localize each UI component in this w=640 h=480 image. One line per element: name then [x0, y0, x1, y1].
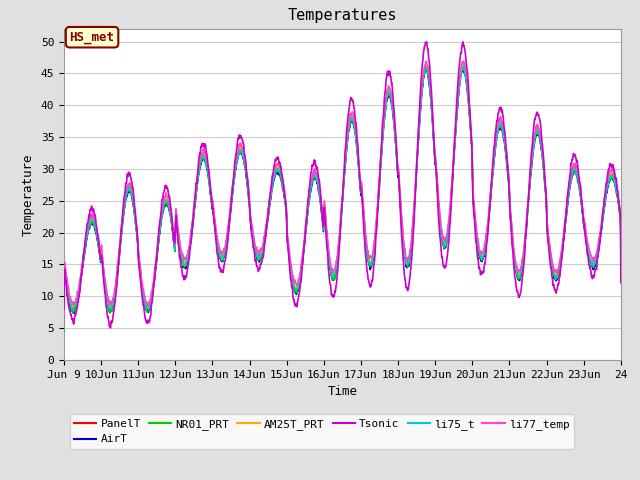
Line: li77_temp: li77_temp	[64, 61, 621, 326]
AM25T_PRT	[371, 240, 378, 246]
Tsonic	[617, 280, 625, 286]
Line: NR01_PRT: NR01_PRT	[64, 68, 621, 331]
Line: PanelT: PanelT	[64, 66, 621, 329]
AirT	[371, 245, 378, 251]
AM25T_PRT	[504, 173, 512, 179]
Tsonic	[359, 205, 367, 211]
NR01_PRT	[504, 178, 512, 183]
Tsonic	[107, 325, 115, 331]
li77_temp	[371, 237, 378, 243]
Tsonic	[584, 252, 591, 258]
li75_t	[216, 249, 223, 255]
NR01_PRT	[617, 240, 625, 246]
PanelT	[617, 239, 625, 245]
AirT	[358, 198, 366, 204]
Line: AM25T_PRT: AM25T_PRT	[64, 62, 621, 329]
Title: Temperatures: Temperatures	[287, 9, 397, 24]
Line: li75_t: li75_t	[64, 66, 621, 329]
PanelT	[358, 194, 366, 200]
AM25T_PRT	[216, 247, 223, 252]
AirT	[422, 66, 430, 72]
AirT	[216, 254, 223, 260]
PanelT	[584, 242, 591, 248]
li75_t	[568, 171, 575, 177]
PanelT	[568, 171, 575, 177]
Legend: PanelT, AirT, NR01_PRT, AM25T_PRT, Tsonic, li75_t, li77_temp: PanelT, AirT, NR01_PRT, AM25T_PRT, Tsoni…	[70, 414, 574, 449]
Tsonic	[568, 157, 576, 163]
PanelT	[60, 326, 68, 332]
AirT	[584, 246, 591, 252]
li75_t	[617, 239, 625, 245]
NR01_PRT	[358, 196, 366, 202]
X-axis label: Time: Time	[328, 385, 357, 398]
Tsonic	[371, 254, 379, 260]
NR01_PRT	[584, 245, 591, 251]
Y-axis label: Temperature: Temperature	[22, 153, 35, 236]
li77_temp	[584, 237, 591, 242]
NR01_PRT	[568, 174, 575, 180]
Tsonic	[505, 176, 513, 182]
AM25T_PRT	[617, 238, 625, 244]
AM25T_PRT	[568, 168, 575, 174]
li77_temp	[358, 192, 366, 198]
li77_temp	[568, 167, 575, 173]
Tsonic	[216, 265, 223, 271]
AM25T_PRT	[358, 191, 366, 196]
NR01_PRT	[459, 65, 467, 71]
Text: HS_met: HS_met	[70, 31, 115, 44]
li75_t	[421, 63, 429, 69]
NR01_PRT	[371, 243, 378, 249]
AM25T_PRT	[460, 60, 467, 65]
AirT	[60, 327, 68, 333]
NR01_PRT	[60, 328, 68, 334]
Line: Tsonic: Tsonic	[64, 42, 621, 328]
li75_t	[504, 175, 512, 180]
AirT	[504, 177, 512, 182]
NR01_PRT	[216, 252, 223, 258]
li77_temp	[60, 324, 68, 329]
AM25T_PRT	[584, 242, 591, 248]
AirT	[568, 175, 575, 180]
Line: AirT: AirT	[64, 69, 621, 330]
li77_temp	[504, 168, 512, 174]
Tsonic	[60, 306, 68, 312]
li75_t	[371, 241, 378, 247]
li77_temp	[617, 232, 625, 238]
AirT	[617, 241, 625, 247]
li77_temp	[460, 58, 468, 64]
li75_t	[60, 326, 68, 332]
PanelT	[423, 63, 431, 69]
PanelT	[371, 242, 378, 248]
li77_temp	[216, 246, 223, 252]
PanelT	[216, 249, 223, 255]
PanelT	[504, 175, 512, 180]
li75_t	[584, 241, 591, 247]
li75_t	[358, 194, 366, 200]
Tsonic	[459, 39, 467, 45]
AM25T_PRT	[60, 326, 68, 332]
